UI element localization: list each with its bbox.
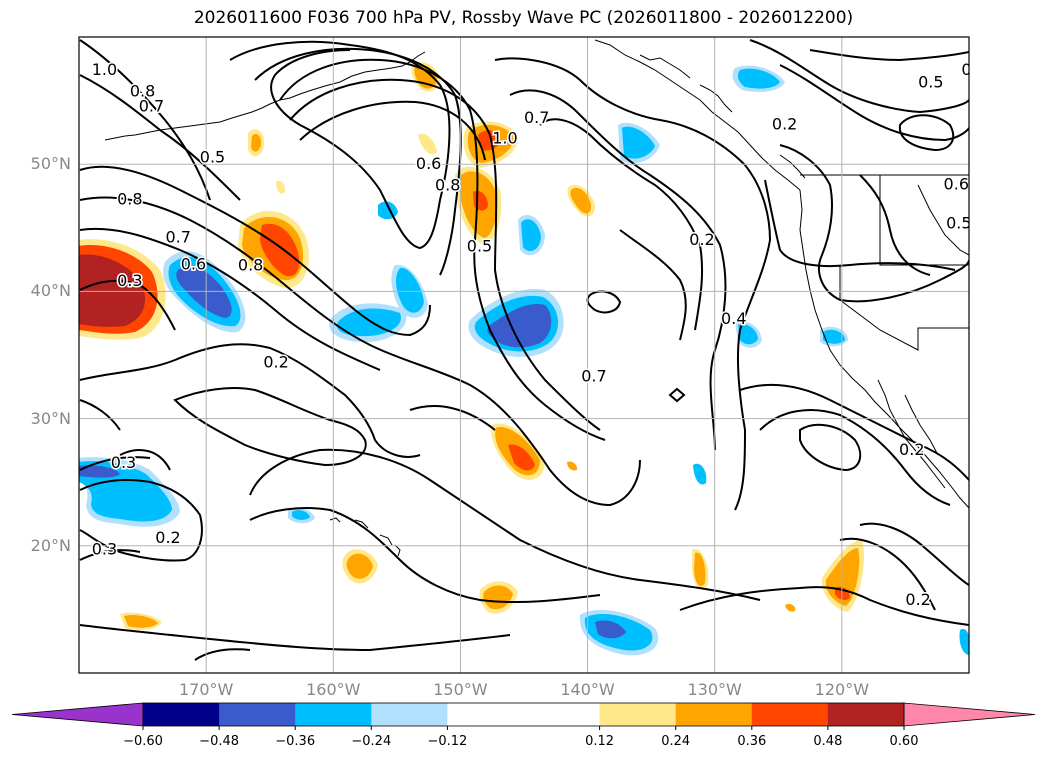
colorbar-tick-label: −0.36 [275, 734, 316, 749]
contour-label: 0.7 [139, 97, 164, 116]
lon-tick-label: 150°W [433, 680, 488, 699]
lon-tick-label: 170°W [178, 680, 234, 699]
contour-label: 0.5 [467, 237, 492, 256]
colorbar-extend-low [11, 702, 144, 727]
coastlines [104, 39, 969, 557]
contour-label: 0.4 [975, 564, 1000, 583]
contour-label: 0.6 [416, 154, 441, 173]
contour-label: 0.3 [92, 539, 117, 558]
contour-label: 0.2 [899, 440, 924, 459]
colorbar-segment [219, 703, 296, 726]
colorbar-tick-label: 0.12 [585, 734, 615, 749]
contour-label: 0.3 [327, 0, 352, 19]
contour-label: 1.0 [92, 60, 117, 79]
contour-label: 0.3 [111, 453, 136, 472]
contour-label: 0.7 [165, 228, 190, 247]
lon-tick-label: 140°W [560, 680, 615, 699]
contour-label: 0.5 [918, 73, 943, 92]
contour-label: 0.5 [946, 214, 971, 233]
contour-label: 0.5 [200, 148, 225, 167]
plot-frame [78, 36, 970, 674]
lat-tick-label: 50°N [30, 154, 71, 174]
colorbar-tick-label: −0.60 [123, 734, 163, 749]
contour-label-bg [1001, 49, 1031, 68]
colorbar-segment [447, 703, 601, 726]
contour-label: 0.8 [117, 190, 142, 209]
contour-labels: 1.00.80.70.50.80.70.6 0.80.30.20.60.81.00… [90, 0, 1047, 610]
contour-label-bg [1030, 45, 1047, 64]
contour-label: 0.2 [905, 590, 930, 609]
contour-label-bg [973, 563, 1003, 582]
colorbar [11, 702, 1036, 730]
contour-label: 0.7 [581, 366, 606, 385]
lon-tick-label: 160°W [306, 680, 361, 699]
colorbar-segment [599, 703, 677, 726]
colorbar-tick-label: −0.12 [427, 734, 468, 749]
contour-label: 0.2 [155, 528, 180, 547]
contour-label: 0.2 [263, 352, 288, 371]
lat-tick-label: 20°N [30, 535, 71, 555]
contour-label: 0.6 [944, 174, 969, 193]
contour-label: 0.4 [721, 309, 746, 328]
lon-tick-label: 120°W [814, 680, 870, 699]
colorbar-segment [371, 703, 448, 726]
contour-label: 1.0 [492, 128, 517, 147]
contour-label: 0.6 [961, 60, 986, 79]
lat-tick-label: 40°N [30, 281, 71, 301]
colorbar-segment [827, 703, 905, 726]
lat-tick-label: 30°N [30, 408, 71, 428]
colorbar-tick-label: 0.60 [889, 734, 919, 749]
colorbar-frame [142, 702, 905, 727]
contour-label-bg [325, 0, 355, 18]
colorbar-tick-label: −0.48 [199, 734, 240, 749]
chart-title: 2026011600 F036 700 hPa PV, Rossby Wave … [193, 8, 854, 28]
contour-label-bg [1011, 256, 1041, 275]
colorbar-extend-high [903, 702, 1036, 727]
contour-label: 0.8 [435, 176, 460, 195]
colorbar-tick-label: 0.48 [813, 734, 843, 749]
colorbar-segment [751, 703, 829, 726]
colorbar-segment [143, 703, 220, 726]
contour-label: 0.8 [1033, 46, 1047, 65]
colorbar-tick-label: −0.24 [351, 734, 392, 749]
contour-label: 0.7 [524, 108, 549, 127]
lon-tick-label: 130°W [687, 680, 742, 699]
colorbar-tick-label: 0.24 [661, 734, 691, 749]
contour-label: 0.8 [238, 256, 263, 275]
contour-label: 0.3 [117, 271, 142, 290]
contour-label: 0.2 [772, 114, 797, 133]
gridlines [79, 37, 969, 673]
contour-label: 0.3 [1013, 257, 1038, 276]
contour-label: 0.8 [130, 81, 155, 100]
colorbar-segment [675, 703, 753, 726]
contour-label: 0.7 [1003, 50, 1028, 69]
contour-label: 0.6 [181, 254, 206, 273]
colorbar-tick-label: 0.36 [737, 734, 767, 749]
contour-label: 0.2 [689, 230, 714, 249]
colorbar-segment [295, 703, 372, 726]
